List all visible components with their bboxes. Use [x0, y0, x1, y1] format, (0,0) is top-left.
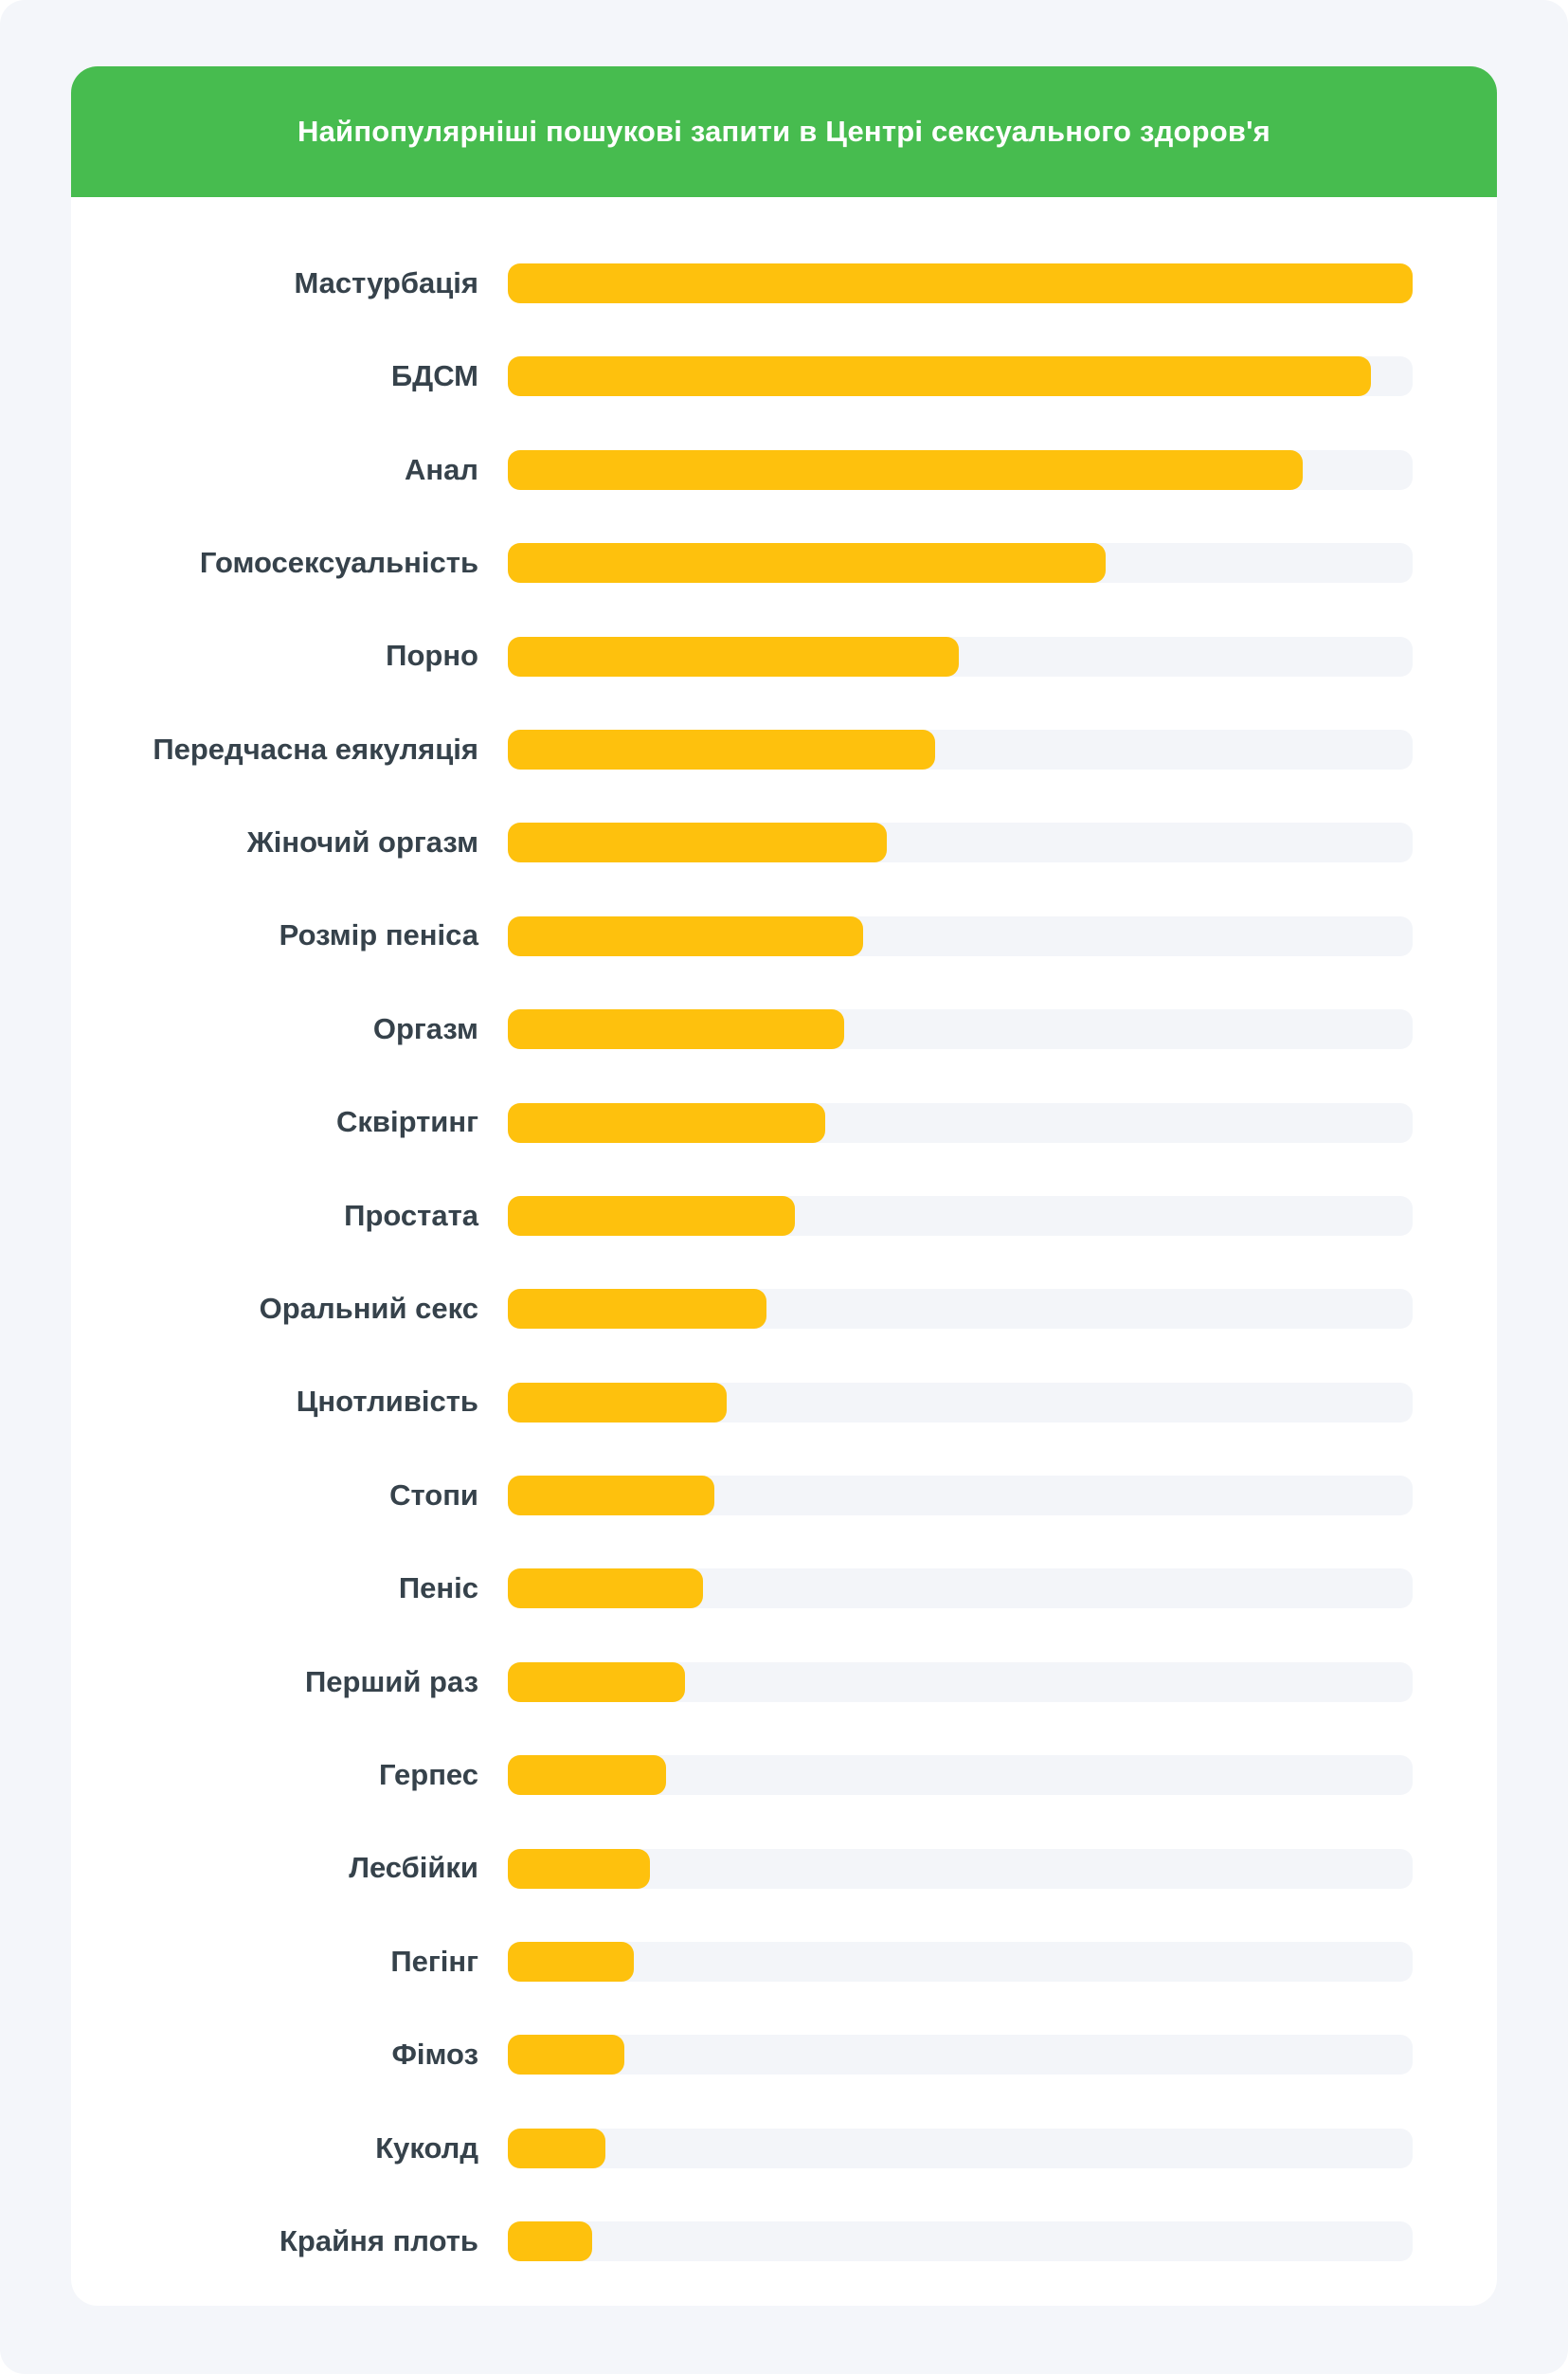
bar-track	[508, 356, 1413, 397]
bar	[508, 1942, 634, 1983]
bar-label: Оргазм	[372, 1011, 478, 1045]
bar-row: Стопи	[71, 1449, 1497, 1542]
bar-chart: Мастурбація БДСМ Анал Гомосексуальність …	[71, 197, 1497, 2288]
bar-label: Лесбійки	[349, 1851, 478, 1885]
bar-track	[508, 1009, 1413, 1050]
bar-label: БДСМ	[390, 359, 478, 393]
card-header: Найпопулярніші пошукові запити в Центрі …	[71, 66, 1497, 197]
bar-track	[508, 823, 1413, 863]
bar	[508, 1755, 667, 1796]
bar-label: Пеніс	[398, 1571, 478, 1605]
bar	[508, 729, 935, 770]
bar-track	[508, 543, 1413, 584]
bar-track	[508, 636, 1413, 677]
bar	[508, 2035, 625, 2075]
bar-track	[508, 2221, 1413, 2262]
bar-label: Куколд	[375, 2130, 478, 2165]
bar-row: Куколд	[71, 2102, 1497, 2195]
bar-row: Лесбійки	[71, 1821, 1497, 1914]
bar	[508, 1568, 704, 1609]
bar-row: Пегінг	[71, 1915, 1497, 2008]
bar	[508, 1195, 795, 1236]
bar-label: Герпес	[379, 1757, 478, 1791]
bar-track	[508, 1382, 1413, 1423]
bar-row: Оральний секс	[71, 1262, 1497, 1355]
bar-row: Сквіртинг	[71, 1076, 1497, 1169]
bar-row: Крайня плоть	[71, 2195, 1497, 2288]
bar-label: Передчасна еякуляція	[153, 732, 478, 766]
bar-label: Жіночий оргазм	[246, 825, 478, 860]
bar-row: Оргазм	[71, 983, 1497, 1076]
bar-track	[508, 1289, 1413, 1330]
bar-track	[508, 449, 1413, 490]
bar-label: Пегінг	[390, 1944, 478, 1978]
bar-track	[508, 915, 1413, 956]
bar	[508, 1848, 650, 1889]
bar-row: Перший раз	[71, 1636, 1497, 1729]
bar-row: Гомосексуальність	[71, 516, 1497, 609]
bar-label: Анал	[404, 452, 478, 486]
bar	[508, 1382, 728, 1423]
bar-row: Фімоз	[71, 2008, 1497, 2101]
bar	[508, 1476, 714, 1516]
bar-label: Фімоз	[391, 2038, 478, 2072]
bar	[508, 1661, 686, 1702]
bar-row: Пеніс	[71, 1542, 1497, 1635]
bar-row: Простата	[71, 1169, 1497, 1262]
bar-row: Порно	[71, 609, 1497, 702]
bar-label: Розмір пеніса	[279, 918, 478, 952]
bar-label: Перший раз	[305, 1664, 478, 1698]
bar-row: БДСМ	[71, 330, 1497, 423]
bar-track	[508, 1848, 1413, 1889]
bar	[508, 823, 888, 863]
bar-row: Жіночий оргазм	[71, 796, 1497, 889]
bar-label: Простата	[344, 1198, 478, 1232]
bar	[508, 449, 1304, 490]
bar-track	[508, 729, 1413, 770]
bar	[508, 543, 1107, 584]
bar	[508, 1009, 845, 1050]
chart-title: Найпопулярніші пошукові запити в Центрі …	[297, 115, 1271, 148]
bar-track	[508, 1755, 1413, 1796]
bar-label: Крайня плоть	[279, 2223, 478, 2257]
bar-label: Оральний секс	[259, 1292, 478, 1326]
bar-row: Передчасна еякуляція	[71, 703, 1497, 796]
bar	[508, 1289, 767, 1330]
bar	[508, 915, 864, 956]
bar-track	[508, 1476, 1413, 1516]
bar-track	[508, 1195, 1413, 1236]
bar-label: Цнотливість	[296, 1385, 478, 1419]
bar	[508, 1102, 826, 1143]
bar-row: Мастурбація	[71, 237, 1497, 330]
bar-row: Цнотливість	[71, 1355, 1497, 1448]
bar	[508, 263, 1413, 303]
bar-track	[508, 2035, 1413, 2075]
bar	[508, 636, 959, 677]
bar-label: Мастурбація	[294, 265, 478, 299]
bar-track	[508, 263, 1413, 303]
bar-row: Анал	[71, 424, 1497, 516]
bar-track	[508, 2128, 1413, 2168]
bar-track	[508, 1102, 1413, 1143]
bar-label: Порно	[386, 639, 478, 673]
bar-track	[508, 1661, 1413, 1702]
bar	[508, 2128, 606, 2168]
bar	[508, 2221, 592, 2262]
bar-label: Сквіртинг	[336, 1105, 478, 1139]
bar-label: Стопи	[389, 1477, 478, 1512]
bar-track	[508, 1942, 1413, 1983]
chart-card: Найпопулярніші пошукові запити в Центрі …	[71, 66, 1497, 2306]
bar-track	[508, 1568, 1413, 1609]
bar	[508, 356, 1372, 397]
bar-row: Герпес	[71, 1729, 1497, 1821]
bar-row: Розмір пеніса	[71, 890, 1497, 983]
bar-label: Гомосексуальність	[199, 545, 478, 579]
